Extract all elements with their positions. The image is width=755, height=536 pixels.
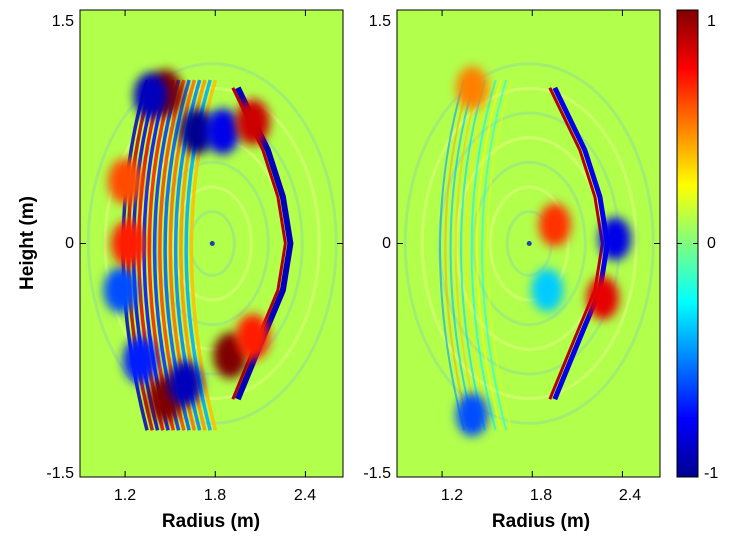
perturbation-blob [108,158,143,205]
perturbation-blob [168,360,203,407]
magnetic-axis-marker [209,241,215,246]
inboard-striation [439,79,466,431]
flux-surface-arc [403,62,655,425]
left-x-axis-title: Radius (m) [162,511,260,532]
flux-surface-arc [420,86,638,401]
perturbation-blob [205,108,240,155]
right-axis-ticks [397,9,660,478]
perturbation-blob [538,203,571,247]
colorbar-tick-top: 1 [707,13,716,30]
perturbation-blob [235,313,270,360]
perturbation-blob [111,220,146,267]
inboard-striation [486,79,513,431]
left-axis-ticks [80,9,343,478]
inboard-striation [460,79,487,431]
right-x-axis-title: Radius (m) [492,511,590,532]
inboard-striation [465,79,492,431]
right-xtick-2: 1.8 [530,487,552,504]
inboard-striation [454,79,481,431]
left-heatmap-image [80,10,343,477]
perturbation-blob [456,66,489,110]
colorbar: 1 0 -1 [676,9,718,482]
perturbation-blob [123,337,158,384]
colorbar-ticks [677,9,698,478]
left-ytick-bottom: -1.5 [46,465,74,482]
colorbar-tick-mid: 0 [707,235,716,252]
right-heatmap-panel: 1.2 1.8 2.4 1.5 0 -1.5 Radius (m) [363,9,661,532]
inboard-striation [444,79,471,431]
colorbar-tick-bottom: -1 [704,465,718,482]
left-ytick-mid: 0 [65,235,74,252]
left-xtick-1: 1.2 [114,487,136,504]
right-ytick-mid: 0 [382,235,391,252]
right-heatmap-image [397,10,660,477]
perturbation-blob [598,217,631,261]
inboard-striation [481,79,508,431]
left-heatmap-panel: 1.2 1.8 2.4 1.5 0 -1.5 Radius (m) Height… [17,9,344,532]
perturbation-blob [133,72,168,119]
right-xtick-3: 2.4 [619,487,641,504]
right-ytick-bottom: -1.5 [363,465,391,482]
perturbation-blob [456,393,489,437]
y-axis-title: Height (m) [17,196,38,290]
perturbation-blob [586,276,619,320]
perturbation-blob [531,268,564,312]
left-xtick-3: 2.4 [294,487,316,504]
inboard-striation [475,79,502,431]
perturbation-blob [103,267,138,314]
magnetic-axis-marker [526,241,532,246]
inboard-striation [470,79,497,431]
left-ytick-top: 1.5 [52,13,74,30]
flux-surface-arc [471,160,587,327]
right-xtick-1: 1.2 [441,487,463,504]
right-ytick-top: 1.5 [369,13,391,30]
flux-surface-arc [488,185,570,302]
flux-surface-arc [171,185,253,302]
inboard-striation [449,79,476,431]
perturbation-blob [235,99,270,146]
left-xtick-2: 1.8 [204,487,226,504]
perturbation-blob [180,108,215,155]
